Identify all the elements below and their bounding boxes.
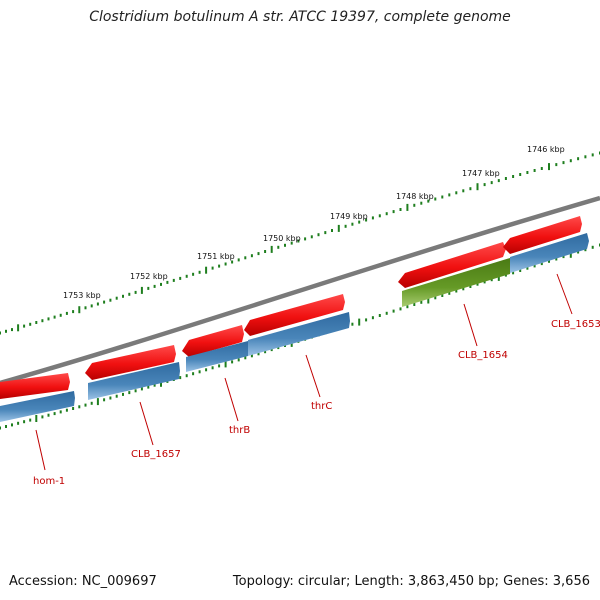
kbp-label-1746: 1746 kbp xyxy=(527,145,565,154)
kbp-label-1748: 1748 kbp xyxy=(396,192,434,201)
gene-labels: hom-1 CLB_1657 thrB thrC CLB_1654 CLB_16… xyxy=(33,319,600,487)
kbp-label-1751: 1751 kbp xyxy=(197,252,235,261)
kbp-labels: 1753 kbp 1752 kbp 1751 kbp 1750 kbp 1749… xyxy=(63,145,565,300)
kbp-label-1750: 1750 kbp xyxy=(263,234,301,243)
label-leaders xyxy=(35,273,573,471)
cds-thrc[interactable] xyxy=(248,312,350,356)
gene-label-clb-1654[interactable]: CLB_1654 xyxy=(458,350,508,361)
leader-thrb xyxy=(224,377,239,422)
gene-clb-1653[interactable] xyxy=(503,216,582,254)
cds-hom-1[interactable] xyxy=(0,391,75,422)
accession-text: Accession: NC_009697 xyxy=(9,574,157,589)
kbp-label-1752: 1752 kbp xyxy=(130,272,168,281)
gene-thrc[interactable] xyxy=(244,294,345,336)
gene-hom-1[interactable] xyxy=(0,373,70,399)
kbp-label-1753: 1753 kbp xyxy=(63,291,101,300)
cds-clb-1654[interactable] xyxy=(402,258,511,307)
gene-clb-1654[interactable] xyxy=(398,242,506,288)
gene-label-hom-1[interactable]: hom-1 xyxy=(33,476,65,487)
gene-label-clb-1653[interactable]: CLB_1653 xyxy=(551,319,600,330)
outer-scale-ticks xyxy=(0,151,600,335)
kbp-label-1747: 1747 kbp xyxy=(462,169,500,178)
gene-label-thrc[interactable]: thrC xyxy=(311,401,332,412)
cds-clb-1653[interactable] xyxy=(510,233,589,273)
leader-clb-1653 xyxy=(556,273,573,315)
kbp-label-1749: 1749 kbp xyxy=(330,212,368,221)
cds-features xyxy=(0,233,589,422)
gene-label-clb-1657[interactable]: CLB_1657 xyxy=(131,449,181,460)
leader-hom-1 xyxy=(35,429,46,471)
cds-clb-1657[interactable] xyxy=(88,362,180,400)
leader-clb-1654 xyxy=(463,303,478,347)
genome-backbone xyxy=(0,195,600,386)
gene-thrb[interactable] xyxy=(182,325,244,357)
leader-clb-1657 xyxy=(139,401,154,446)
genome-summary-text: Topology: circular; Length: 3,863,450 bp… xyxy=(232,574,590,589)
cds-thrb[interactable] xyxy=(186,341,249,372)
gene-label-thrb[interactable]: thrB xyxy=(229,425,250,436)
gene-clb-1657[interactable] xyxy=(85,345,176,380)
leader-thrc xyxy=(305,354,321,398)
gene-features xyxy=(0,216,582,399)
map-title: Clostridium botulinum A str. ATCC 19397,… xyxy=(89,9,511,25)
